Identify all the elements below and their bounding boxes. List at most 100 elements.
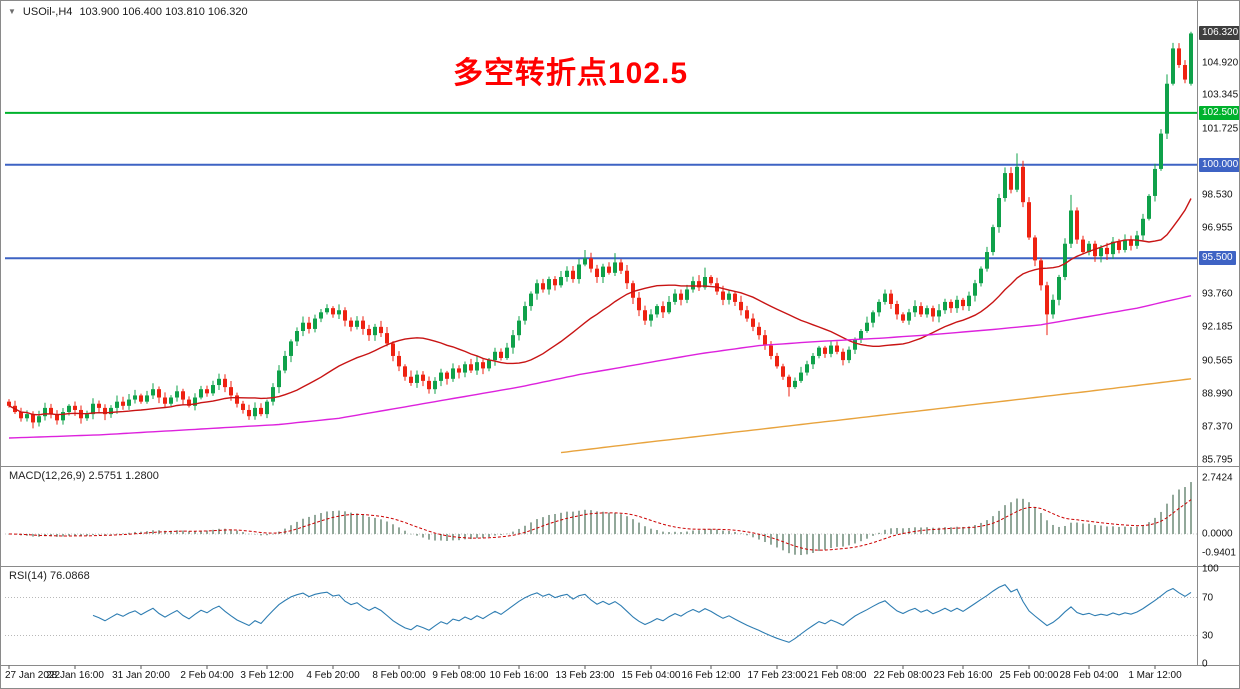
- candle-body: [193, 397, 197, 406]
- candle-body: [967, 295, 971, 307]
- macd-histogram-bar: [806, 534, 808, 555]
- candle-body: [865, 322, 869, 332]
- macd-histogram-bar: [1082, 523, 1084, 534]
- macd-histogram-bar: [842, 534, 844, 547]
- candle-body: [169, 397, 173, 404]
- macd-histogram-bar: [320, 513, 322, 534]
- macd-histogram-bar: [68, 534, 70, 536]
- candle-body: [883, 293, 887, 302]
- candle-body: [97, 403, 101, 408]
- macd-histogram-bar: [758, 534, 760, 540]
- macd-histogram-bar: [914, 527, 916, 534]
- macd-histogram-bar: [704, 529, 706, 534]
- macd-histogram-bar: [488, 534, 490, 537]
- candle-body: [643, 310, 647, 321]
- candle-body: [973, 283, 977, 296]
- candle-body: [541, 283, 545, 290]
- macd-histogram-bar: [926, 527, 928, 534]
- macd-histogram-bar: [944, 527, 946, 534]
- symbol-timeframe-label: USOil-,H4: [22, 6, 73, 18]
- macd-histogram-bar: [1142, 525, 1144, 534]
- macd-histogram-bar: [254, 534, 256, 535]
- macd-histogram-bar: [992, 516, 994, 534]
- candle-body: [259, 407, 263, 415]
- candle-body: [295, 331, 299, 342]
- macd-histogram-bar: [1022, 498, 1024, 534]
- macd-histogram-bar: [74, 534, 76, 536]
- macd-histogram-bar: [1088, 523, 1090, 534]
- candle-body: [1189, 33, 1193, 84]
- candle-body: [1129, 239, 1133, 246]
- candle-body: [355, 320, 359, 327]
- macd-histogram-bar: [1034, 507, 1036, 534]
- candle-body: [847, 349, 851, 361]
- candle-body: [211, 385, 215, 394]
- candle-body: [205, 389, 209, 394]
- candle-body: [349, 320, 353, 327]
- symbol-dropdown-icon[interactable]: ▼: [8, 7, 16, 16]
- macd-histogram-bar: [1106, 526, 1108, 534]
- candle-body: [457, 368, 461, 373]
- macd-histogram-bar: [284, 528, 286, 534]
- macd-histogram-bar: [734, 531, 736, 534]
- macd-histogram-bar: [746, 534, 748, 536]
- candle-body: [1027, 202, 1031, 238]
- candle-body: [67, 405, 71, 413]
- macd-histogram-bar: [1076, 522, 1078, 534]
- candle-body: [631, 283, 635, 298]
- macd-histogram-bar: [212, 529, 214, 534]
- candle-body: [667, 301, 671, 313]
- candle-body: [805, 364, 809, 373]
- macd-histogram-bar: [920, 527, 922, 534]
- candle-body: [1111, 241, 1115, 255]
- macd-histogram-bar: [476, 534, 478, 539]
- macd-histogram-bar: [818, 534, 820, 552]
- macd-histogram-bar: [962, 526, 964, 534]
- macd-histogram-bar: [440, 534, 442, 541]
- candle-body: [613, 262, 617, 273]
- macd-histogram-bar: [662, 531, 664, 534]
- macd-histogram-bar: [1178, 489, 1180, 534]
- macd-histogram-bar: [626, 516, 628, 534]
- candle-body: [679, 293, 683, 300]
- macd-histogram-bar: [578, 510, 580, 534]
- candle-body: [235, 395, 239, 404]
- candle-body: [1123, 239, 1127, 250]
- macd-histogram-bar: [974, 525, 976, 534]
- candle-body: [421, 374, 425, 381]
- candle-body: [655, 306, 659, 315]
- macd-histogram-bar: [776, 534, 778, 548]
- candle-body: [595, 268, 599, 277]
- candle-body: [1165, 83, 1169, 134]
- candle-body: [505, 347, 509, 359]
- macd-histogram-bar: [464, 534, 466, 540]
- macd-histogram-bar: [92, 534, 94, 535]
- candle-body: [247, 409, 251, 417]
- candle-body: [229, 387, 233, 396]
- macd-histogram-bar: [326, 511, 328, 534]
- candle-body: [535, 283, 539, 294]
- macd-histogram-bar: [314, 514, 316, 534]
- candle-body: [55, 414, 59, 421]
- macd-histogram-bar: [302, 518, 304, 534]
- candle-body: [439, 372, 443, 381]
- candle-body: [1033, 237, 1037, 261]
- candle-body: [1177, 48, 1181, 66]
- candle-body: [313, 318, 317, 329]
- macd-histogram-bar: [200, 530, 202, 534]
- macd-histogram-bar: [902, 528, 904, 534]
- ma-mid-line: [8, 295, 1192, 439]
- macd-histogram-bar: [692, 530, 694, 534]
- candle-body: [871, 312, 875, 323]
- candle-body: [517, 320, 521, 336]
- macd-histogram-bar: [182, 530, 184, 534]
- macd-histogram-bar: [272, 533, 274, 535]
- candle-body: [823, 347, 827, 354]
- candle-body: [379, 326, 383, 334]
- candle-body: [1069, 210, 1073, 244]
- candle-body: [817, 347, 821, 356]
- macd-histogram-bar: [854, 534, 856, 544]
- macd-histogram-bar: [590, 510, 592, 534]
- macd-histogram-bar: [584, 509, 586, 534]
